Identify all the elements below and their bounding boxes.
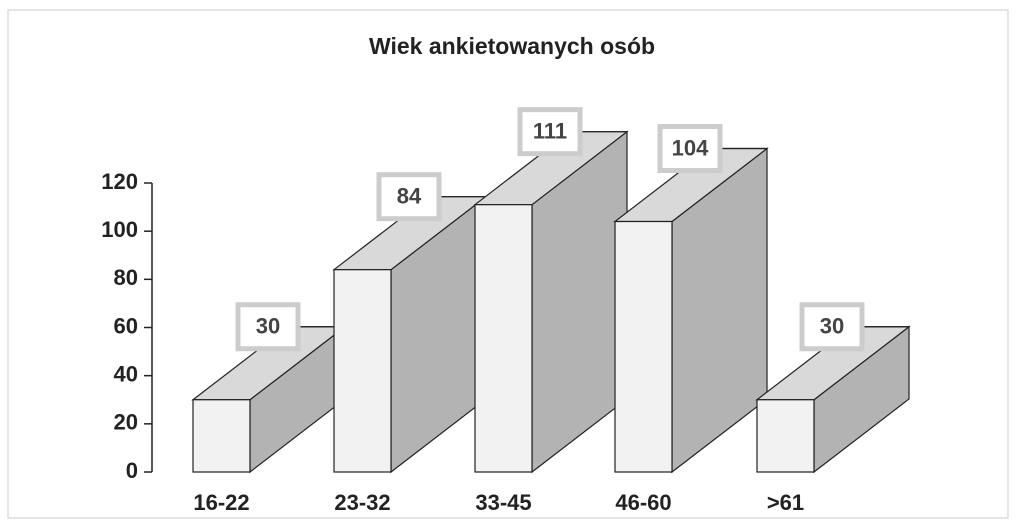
- y-tick-label: 40: [114, 361, 138, 386]
- y-tick-label: 60: [114, 313, 138, 338]
- value-label-box: [517, 107, 583, 157]
- x-tick-label: 23-32: [334, 490, 390, 515]
- x-tick-label: >61: [767, 490, 804, 515]
- bar-front: [192, 399, 251, 473]
- bar-front: [474, 204, 533, 473]
- value-label-box: [235, 302, 301, 352]
- chart-frame: [7, 9, 1009, 519]
- bar-front: [333, 269, 392, 473]
- x-tick-label: 33-45: [475, 490, 531, 515]
- y-tick-label: 20: [114, 410, 138, 435]
- value-label: 84: [397, 184, 422, 209]
- value-label: 111: [533, 118, 567, 143]
- bar-front: [756, 399, 815, 473]
- value-label-box: [657, 124, 723, 174]
- value-label-box: [799, 302, 865, 352]
- bar-front: [614, 220, 673, 473]
- y-tick-label: 80: [114, 265, 138, 290]
- x-tick-label: 16-22: [193, 490, 249, 515]
- y-tick-label: 100: [101, 217, 138, 242]
- value-label: 30: [820, 314, 844, 339]
- value-label-box: [376, 172, 442, 222]
- x-tick-label: 46-60: [615, 490, 671, 515]
- y-tick-label: 0: [126, 458, 138, 483]
- value-label: 104: [672, 135, 709, 160]
- value-label: 30: [256, 314, 280, 339]
- chart-title: Wiek ankietowanych osób: [369, 33, 655, 59]
- y-tick-label: 120: [101, 169, 138, 194]
